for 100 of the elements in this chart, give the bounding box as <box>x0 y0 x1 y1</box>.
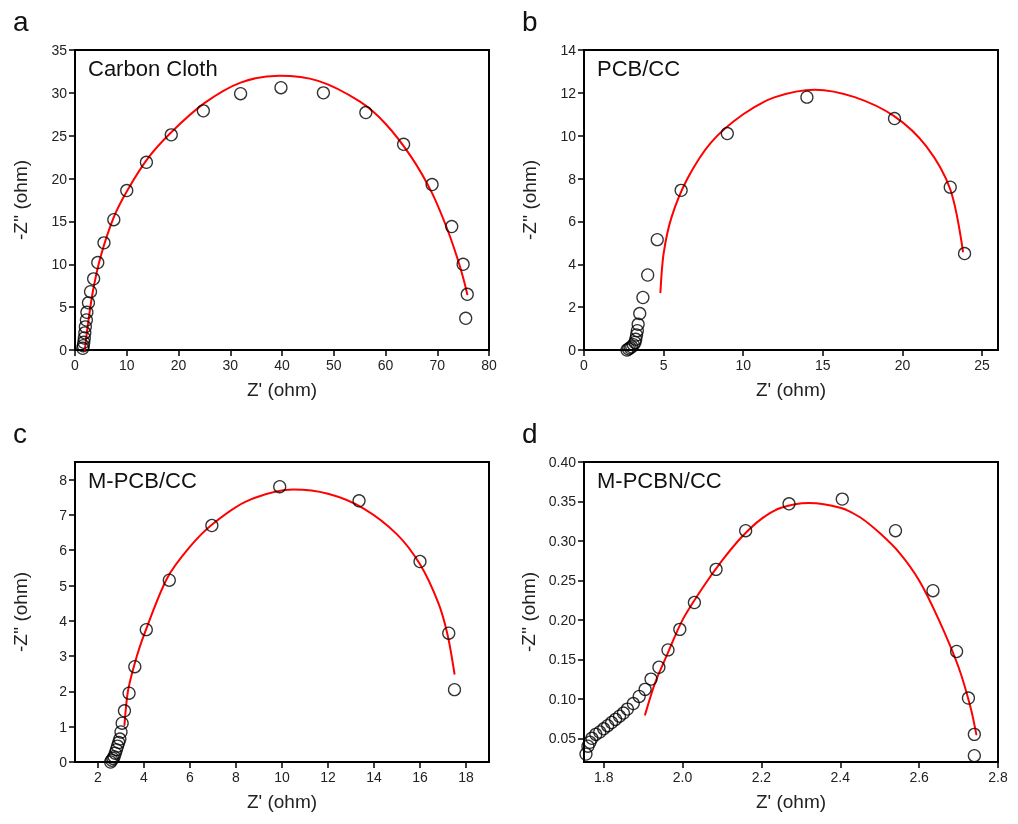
point <box>77 331 91 345</box>
y-tick-label: 2 <box>59 683 68 700</box>
point <box>674 183 688 197</box>
x-tick-label: 20 <box>894 357 911 373</box>
x-tick-label: 15 <box>815 357 831 373</box>
chart-subtitle: Carbon Cloth <box>88 55 218 81</box>
y-tick-label: 8 <box>568 170 577 187</box>
point <box>112 735 126 750</box>
point <box>583 735 597 749</box>
x-tick-label: 10 <box>735 357 752 373</box>
point <box>652 660 666 674</box>
y-tick-label: 8 <box>59 471 68 488</box>
y-tick-label: 1 <box>59 718 68 735</box>
point <box>720 126 734 141</box>
point <box>78 320 92 334</box>
x-tick-label: 60 <box>377 357 394 373</box>
y-tick-label: 0.20 <box>548 611 577 628</box>
point <box>460 287 474 301</box>
point <box>961 691 976 705</box>
point <box>601 719 615 733</box>
chart-subtitle: M-PCB/CC <box>88 467 197 493</box>
point <box>316 86 331 100</box>
y-axis-title: -Z'' (ohm) <box>10 571 31 653</box>
point <box>359 105 373 120</box>
point <box>608 712 623 727</box>
point <box>162 573 176 587</box>
y-tick-label: 3 <box>59 648 68 665</box>
point <box>644 672 658 686</box>
point <box>120 183 134 198</box>
point <box>926 584 940 598</box>
point <box>739 524 753 538</box>
point <box>943 180 957 194</box>
point <box>620 702 635 716</box>
point <box>597 722 611 736</box>
x-axis-title: Z' (ohm) <box>755 379 827 400</box>
point <box>164 128 178 142</box>
point <box>709 562 723 577</box>
x-tick-label: 2.6 <box>909 769 930 785</box>
line-series <box>644 502 978 736</box>
x-tick-label: 6 <box>186 769 195 785</box>
x-tick-label: 40 <box>274 357 290 373</box>
line-series <box>83 74 469 351</box>
point <box>949 644 964 659</box>
x-tick-label: 2.2 <box>751 769 772 785</box>
y-tick-label: 35 <box>51 42 68 58</box>
point <box>636 290 650 305</box>
x-tick-label: 2.4 <box>830 769 851 785</box>
point <box>967 727 981 742</box>
point <box>396 137 411 151</box>
point <box>800 90 814 104</box>
x-axis-title: Z' (ohm) <box>246 791 318 812</box>
point <box>673 622 687 637</box>
y-tick-label: 20 <box>51 170 68 187</box>
point <box>581 739 595 753</box>
x-tick-label: 4 <box>140 769 149 785</box>
x-tick-label: 70 <box>429 357 446 373</box>
point <box>835 492 849 506</box>
line-series <box>123 488 456 726</box>
point <box>687 595 702 610</box>
point <box>352 494 366 508</box>
point <box>641 268 655 282</box>
line-series <box>659 88 964 294</box>
y-tick-label: 0.25 <box>548 572 577 589</box>
point <box>86 272 101 286</box>
point <box>273 480 287 494</box>
point <box>113 732 127 746</box>
y-tick-label: 0 <box>59 342 68 358</box>
point <box>631 317 645 331</box>
x-tick-label: 12 <box>320 769 336 785</box>
x-tick-label: 0 <box>71 357 80 373</box>
y-tick-label: 4 <box>59 612 68 629</box>
point <box>593 725 607 739</box>
x-tick-label: 5 <box>659 357 668 373</box>
y-tick-label: 12 <box>560 84 577 101</box>
point <box>196 104 210 118</box>
x-tick-label: 2 <box>94 769 103 785</box>
y-axis-title: -Z'' (ohm) <box>10 159 31 241</box>
y-tick-label: 0.15 <box>548 651 577 668</box>
point <box>585 731 599 745</box>
point <box>629 328 644 342</box>
point <box>80 305 94 319</box>
point <box>205 518 219 533</box>
y-axis-title: -Z'' (ohm) <box>517 571 539 653</box>
y-tick-label: 0.40 <box>548 454 577 470</box>
x-axis-title: Z' (ohm) <box>246 379 318 400</box>
point <box>604 715 619 730</box>
x-tick-label: 20 <box>170 357 187 373</box>
y-tick-label: 0.30 <box>548 532 577 549</box>
point <box>967 749 981 763</box>
x-tick-label: 10 <box>274 769 290 785</box>
point <box>442 626 456 640</box>
y-axis-title: -Z'' (ohm) <box>519 159 540 241</box>
y-tick-label: 15 <box>51 213 68 230</box>
y-tick-label: 14 <box>560 42 577 58</box>
point <box>79 313 94 327</box>
x-tick-label: 50 <box>325 357 342 373</box>
x-tick-label: 16 <box>412 769 428 785</box>
x-tick-label: 25 <box>974 357 991 373</box>
point <box>957 246 972 261</box>
y-tick-label: 10 <box>51 256 68 273</box>
